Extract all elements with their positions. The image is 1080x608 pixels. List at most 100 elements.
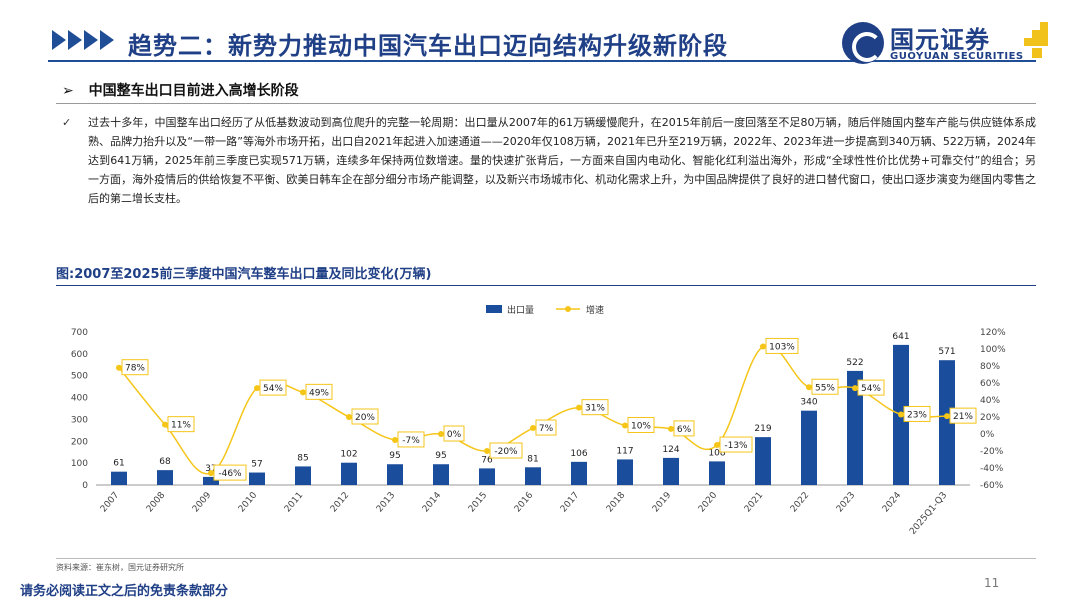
line-series: 78% 11% -46% 54% 49% 20% -7% 0% -20% 7% 31% 10% 6% -1… bbox=[116, 337, 977, 481]
growth-label-box bbox=[903, 405, 931, 422]
bar bbox=[801, 410, 817, 485]
growth-point bbox=[530, 425, 536, 432]
growth-point bbox=[898, 411, 904, 418]
growth-point bbox=[392, 436, 398, 443]
bar bbox=[709, 461, 725, 485]
growth-label-box bbox=[489, 442, 523, 459]
bar bbox=[249, 472, 265, 485]
growth-point bbox=[622, 422, 628, 429]
x-tick-label: 2007 bbox=[99, 491, 121, 515]
company-logo: 国元证券 GUOYUAN SECURITIES bbox=[842, 18, 1052, 70]
growth-label: -13% bbox=[724, 441, 748, 451]
growth-point bbox=[714, 442, 720, 449]
bar-value-label: 124 bbox=[662, 445, 679, 455]
chart-legend: 出口量 增速 bbox=[486, 304, 604, 316]
growth-point bbox=[300, 389, 306, 396]
y2-tick-label: 40% bbox=[980, 396, 1000, 406]
y2-tick-label: -20% bbox=[980, 447, 1004, 457]
bar-value-label: 117 bbox=[616, 446, 633, 456]
growth-label: 54% bbox=[263, 384, 283, 394]
legend-label-bars: 出口量 bbox=[507, 304, 534, 316]
source-divider bbox=[56, 558, 1036, 559]
growth-label-box bbox=[811, 378, 839, 395]
bar bbox=[755, 437, 771, 485]
bar-value-label: 95 bbox=[435, 451, 446, 461]
growth-label-box bbox=[443, 425, 465, 442]
chevron-right-icon bbox=[68, 30, 82, 50]
growth-label: 6% bbox=[677, 425, 692, 435]
y-tick-label: 300 bbox=[71, 415, 88, 425]
x-tick-label: 2010 bbox=[237, 490, 260, 514]
bar-value-label: 641 bbox=[892, 332, 909, 342]
x-tick-label: 2024 bbox=[881, 490, 904, 514]
y-tick-label: 400 bbox=[71, 394, 88, 404]
x-tick-label: 2021 bbox=[743, 491, 765, 515]
bar bbox=[663, 457, 679, 485]
bar-value-label: 219 bbox=[754, 424, 771, 434]
x-tick-label: 2020 bbox=[697, 490, 720, 514]
x-tick-label: 2008 bbox=[145, 490, 168, 514]
bar-value-label: 571 bbox=[938, 347, 955, 357]
growth-label: 20% bbox=[355, 413, 375, 423]
growth-label: -20% bbox=[494, 447, 518, 457]
legend-label-line: 增速 bbox=[586, 304, 604, 316]
chevron-right-icon bbox=[52, 30, 66, 50]
growth-label: -46% bbox=[218, 469, 242, 479]
y-tick-label: 700 bbox=[71, 328, 88, 338]
bar-value-label: 61 bbox=[113, 459, 124, 469]
y2-tick-label: 120% bbox=[980, 328, 1006, 338]
growth-label: 7% bbox=[539, 424, 554, 434]
growth-label: 0% bbox=[447, 430, 462, 440]
page-title: 趋势二：新势力推动中国汽车出口迈向结构升级新阶段 bbox=[128, 32, 728, 60]
legend-swatch-bars bbox=[486, 305, 502, 313]
y2-tick-label: 20% bbox=[980, 413, 1000, 423]
growth-label: 55% bbox=[815, 383, 835, 393]
growth-label-box bbox=[397, 431, 425, 448]
growth-point bbox=[116, 364, 122, 371]
growth-point bbox=[668, 425, 674, 432]
bar-value-label: 108 bbox=[708, 448, 725, 458]
export-volume-chart: 出口量 增速 0 100 200 300 400 500 600 700 -60% -40% -20%… bbox=[71, 304, 1006, 537]
disclaimer-text: 请务必阅读正文之后的免责条款部分 bbox=[20, 584, 229, 599]
growth-label-box bbox=[305, 383, 333, 400]
bar bbox=[157, 470, 173, 485]
growth-point bbox=[438, 431, 444, 437]
bar bbox=[295, 466, 311, 485]
bar bbox=[111, 471, 127, 485]
chevron-icons bbox=[52, 30, 114, 50]
x-tick-label: 2014 bbox=[421, 490, 444, 514]
y2-tick-label: -40% bbox=[980, 464, 1004, 474]
growth-point bbox=[162, 421, 168, 428]
growth-label-box bbox=[949, 407, 977, 424]
y-tick-label: 100 bbox=[71, 459, 88, 469]
bar-value-label: 81 bbox=[527, 454, 538, 464]
x-tick-label: 2013 bbox=[375, 491, 397, 515]
bar-value-label: 68 bbox=[159, 457, 171, 467]
x-tick-label: 2009 bbox=[191, 490, 214, 514]
bar bbox=[203, 476, 219, 485]
bar-value-label: 340 bbox=[800, 398, 817, 408]
bar bbox=[847, 370, 863, 485]
bar bbox=[571, 461, 587, 485]
bar bbox=[341, 462, 357, 485]
x-tick-label: 2017 bbox=[559, 491, 581, 515]
x-tick-label: 2012 bbox=[329, 491, 351, 515]
logo-stairs-icon bbox=[1022, 22, 1050, 62]
x-tick-label: 2023 bbox=[835, 491, 857, 515]
bar-value-label: 57 bbox=[251, 460, 262, 470]
chevron-right-icon bbox=[84, 30, 98, 50]
growth-label-box bbox=[213, 464, 247, 481]
growth-label: 49% bbox=[309, 388, 329, 398]
x-tick-label: 2022 bbox=[789, 491, 811, 515]
growth-point bbox=[346, 414, 352, 420]
y-tick-label: 200 bbox=[71, 437, 88, 447]
section-heading: ➢ 中国整车出口目前进入高增长阶段 bbox=[62, 80, 299, 100]
bar-value-label: 102 bbox=[340, 450, 357, 460]
y2-tick-label: 80% bbox=[980, 362, 1000, 372]
growth-label: 103% bbox=[769, 342, 795, 352]
growth-label-box bbox=[167, 416, 195, 433]
y2-tick-label: 60% bbox=[980, 379, 1000, 389]
chart-title: 图:2007至2025前三季度中国汽车整车出口量及同比变化(万辆) bbox=[56, 267, 432, 282]
section-heading-text: 中国整车出口目前进入高增长阶段 bbox=[88, 83, 299, 99]
growth-label-box bbox=[627, 417, 655, 433]
